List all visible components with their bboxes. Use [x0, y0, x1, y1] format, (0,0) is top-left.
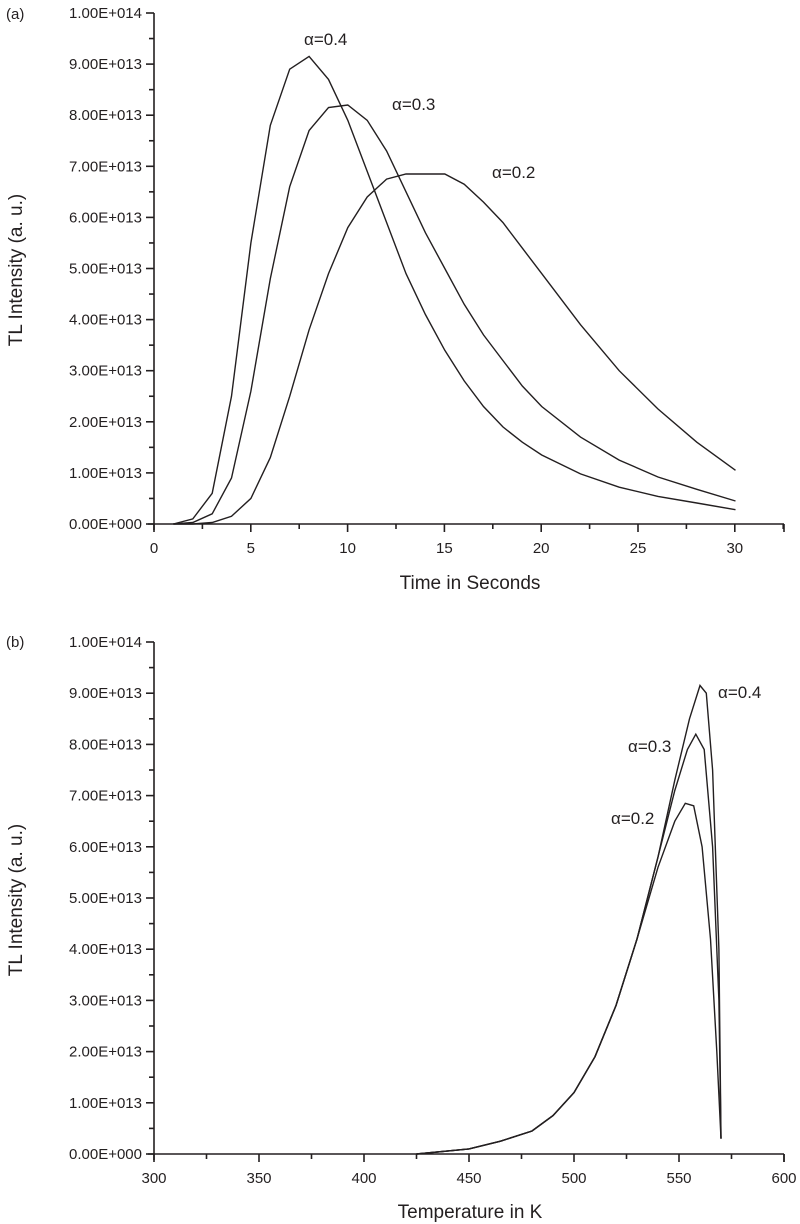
panel-b-x-tick-label: 550 [666, 1170, 691, 1187]
panel-b-x-tick-label: 600 [771, 1170, 796, 1187]
panel-a-x-tick-label: 10 [339, 540, 356, 557]
panel-a-axes: 0.00E+000 1.00E+013 2.00E+013 3.00E+013 4.00… [69, 5, 785, 557]
panel-b-y-tick-label: 9.00E+013 [69, 685, 142, 702]
panel-a-curve-alpha-0.2 [173, 173, 736, 525]
panel-b-x-tick-label: 450 [456, 1170, 481, 1187]
panel-b-temperature-plot: (b) 0.00E+000 1.00E+013 2.00E+013 3.00E+013… [6, 634, 797, 1223]
panel-b-curve-alpha-0.2 [416, 802, 722, 1155]
panel-a-x-tick-label: 5 [247, 540, 255, 557]
panel-a-x-tick-label: 20 [533, 540, 550, 557]
panel-a-x-tick-label: 30 [726, 540, 743, 557]
panel-b-curve-alpha-0.3 [416, 732, 722, 1155]
panel-b-curve-alpha-0.4 [416, 684, 722, 1155]
panel-b-y-tick-label: 3.00E+013 [69, 992, 142, 1009]
panel-a-y-tick-label: 2.00E+013 [69, 414, 142, 431]
panel-a-x-tick-label: 25 [630, 540, 647, 557]
panel-a-x-tick-label: 0 [150, 540, 158, 557]
panel-a-label-alpha-0.3: α=0.3 [392, 95, 435, 114]
panel-b-y-tick-label: 4.00E+013 [69, 941, 142, 958]
panel-b-label-alpha-0.3: α=0.3 [628, 737, 671, 756]
panel-a-curve-alpha-0.4 [173, 55, 736, 525]
panel-a-y-tick-label: 0.00E+000 [69, 516, 142, 533]
panel-b-y-tick-label: 7.00E+013 [69, 788, 142, 805]
panel-a-x-axis-title: Time in Seconds [400, 573, 541, 594]
panel-a-label-alpha-0.2: α=0.2 [492, 163, 535, 182]
panel-a-label: (a) [6, 6, 24, 23]
panel-b-y-tick-label: 2.00E+013 [69, 1044, 142, 1061]
panel-a-y-tick-label: 3.00E+013 [69, 363, 142, 380]
panel-b-x-tick-label: 500 [561, 1170, 586, 1187]
panel-a-y-axis-title: TL Intensity (a. u.) [6, 194, 27, 346]
panel-a-y-tick-label: 5.00E+013 [69, 261, 142, 278]
panel-b-x-axis-title: Temperature in K [398, 1202, 543, 1223]
panel-b-curves [416, 684, 722, 1155]
panel-a-y-tick-label: 1.00E+013 [69, 465, 142, 482]
panel-a-y-tick-label: 8.00E+013 [69, 107, 142, 124]
panel-b-x-tick-label: 350 [246, 1170, 271, 1187]
panel-b-y-tick-label: 8.00E+013 [69, 736, 142, 753]
panel-b-y-tick-label: 0.00E+000 [69, 1146, 142, 1163]
panel-a-time-plot: (a) 0.00E+000 1.00E+013 2.00E+013 3.00E+013… [6, 5, 785, 594]
panel-b-y-tick-label: 6.00E+013 [69, 839, 142, 856]
panel-a-label-alpha-0.4: α=0.4 [304, 30, 347, 49]
panel-b-label-alpha-0.4: α=0.4 [718, 683, 761, 702]
panel-a-y-tick-label: 6.00E+013 [69, 209, 142, 226]
panel-a-y-tick-label: 7.00E+013 [69, 158, 142, 175]
panel-b-x-tick-label: 400 [351, 1170, 376, 1187]
panel-b-y-tick-label: 1.00E+014 [69, 634, 142, 651]
panel-a-curves [173, 55, 736, 525]
panel-b-label: (b) [6, 634, 24, 651]
panel-b-axes: 0.00E+000 1.00E+013 2.00E+013 3.00E+013 4.00… [69, 634, 797, 1187]
panel-a-y-tick-label: 1.00E+014 [69, 5, 142, 22]
panel-b-y-tick-label: 5.00E+013 [69, 890, 142, 907]
panel-a-curve-alpha-0.3 [173, 104, 736, 525]
panel-b-x-tick-label: 300 [141, 1170, 166, 1187]
panel-b-y-axis-title: TL Intensity (a. u.) [6, 824, 27, 976]
panel-a-y-tick-label: 4.00E+013 [69, 312, 142, 329]
panel-b-y-tick-label: 1.00E+013 [69, 1095, 142, 1112]
panel-a-x-tick-label: 15 [436, 540, 453, 557]
panel-a-y-tick-label: 9.00E+013 [69, 56, 142, 73]
panel-b-label-alpha-0.2: α=0.2 [611, 809, 654, 828]
